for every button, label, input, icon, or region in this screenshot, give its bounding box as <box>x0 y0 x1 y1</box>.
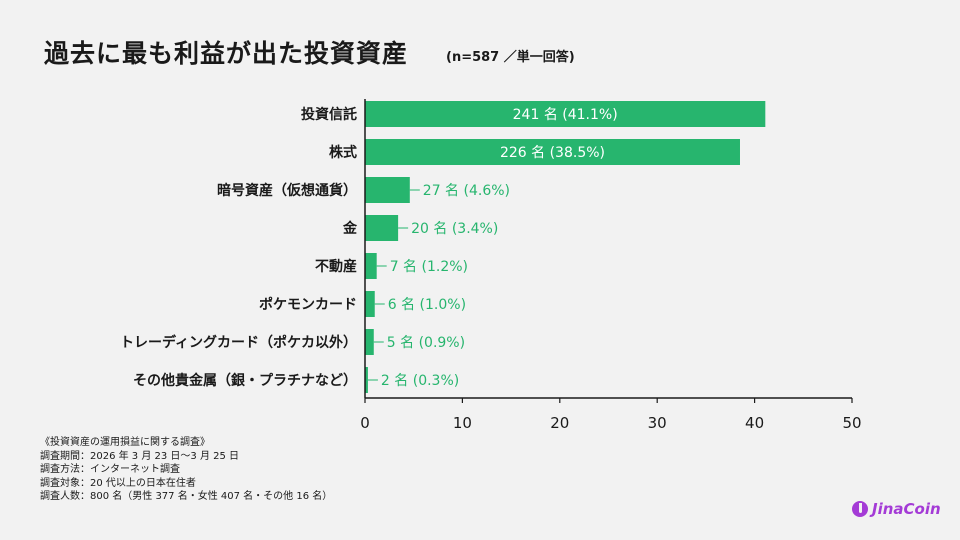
data-label: 226 名 (38.5%) <box>500 145 605 161</box>
bar <box>365 367 368 393</box>
survey-notes: 《投資資産の運用損益に関する調査》 調査期間：2026 年 3 月 23 日〜3… <box>40 436 332 504</box>
chart-subtitle: (n=587 ／単一回答) <box>446 50 575 65</box>
bar <box>365 139 740 165</box>
category-label: 暗号資産（仮想通貨） <box>217 182 357 199</box>
category-label: 金 <box>342 220 358 237</box>
data-label: 7 名 (1.2%) <box>390 259 468 275</box>
note-line: 調査対象：20 代以上の日本在住者 <box>40 477 196 489</box>
category-label: トレーディングカード（ポケカ以外） <box>120 334 357 351</box>
data-label: 5 名 (0.9%) <box>387 335 465 351</box>
category-label: 株式 <box>329 144 357 161</box>
data-label: 2 名 (0.3%) <box>381 373 459 389</box>
bar <box>365 329 374 355</box>
note-line: 調査方法：インターネット調査 <box>40 464 180 475</box>
data-label: 6 名 (1.0%) <box>388 297 466 313</box>
bar <box>365 215 399 241</box>
data-label: 27 名 (4.6%) <box>423 183 510 199</box>
note-line: 調査人数：800 名（男性 377 名・女性 407 名・その他 16 名） <box>40 491 333 502</box>
bar <box>365 101 766 127</box>
bar <box>365 253 377 279</box>
category-label: 投資信託 <box>301 106 357 123</box>
category-label: その他貴金属（銀・プラチナなど） <box>133 372 357 389</box>
x-tick-label: 20 <box>550 414 569 432</box>
note-line: 《投資資産の運用損益に関する調査》 <box>40 437 210 448</box>
logo-text: JinaCoin <box>872 500 941 518</box>
chart-title: 過去に最も利益が出た投資資産 <box>44 39 409 68</box>
logo-mark-icon <box>852 501 868 517</box>
category-label: 不動産 <box>315 258 357 275</box>
x-tick-label: 30 <box>648 414 667 432</box>
bar <box>365 291 375 317</box>
x-tick-label: 50 <box>842 414 861 432</box>
bar <box>365 177 410 203</box>
x-tick-label: 10 <box>453 414 472 432</box>
data-label: 241 名 (41.1%) <box>513 107 618 123</box>
category-label: ポケモンカード <box>259 296 357 313</box>
x-tick-label: 0 <box>360 414 370 432</box>
data-label: 20 名 (3.4%) <box>411 221 498 237</box>
note-line: 調査期間：2026 年 3 月 23 日〜3 月 25 日 <box>40 450 240 462</box>
x-tick-label: 40 <box>745 414 764 432</box>
jinacoin-logo: JinaCoin <box>852 500 941 518</box>
